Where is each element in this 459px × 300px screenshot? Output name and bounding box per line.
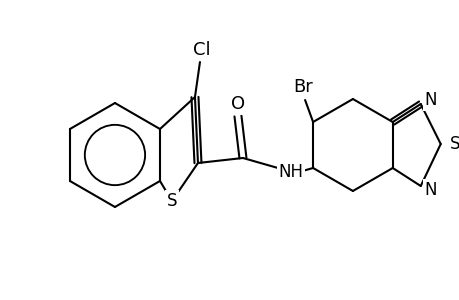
Text: NH: NH: [278, 163, 303, 181]
Text: S: S: [448, 135, 459, 153]
Text: N: N: [424, 91, 436, 109]
Text: Br: Br: [292, 78, 312, 96]
Text: O: O: [230, 95, 245, 113]
Text: N: N: [424, 181, 436, 199]
Text: Cl: Cl: [193, 41, 210, 59]
Text: S: S: [166, 192, 177, 210]
